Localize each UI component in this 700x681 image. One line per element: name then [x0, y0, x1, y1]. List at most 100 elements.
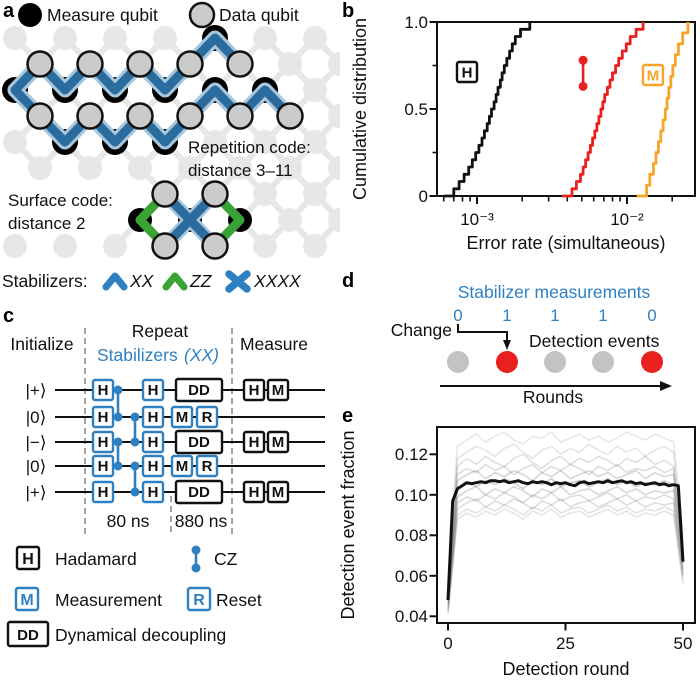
stabilizers-label: Stabilizers:	[2, 271, 88, 291]
round-dot-1-detection	[496, 351, 518, 373]
individual-detection-line	[447, 469, 684, 599]
ytick-0.12: 0.12	[395, 445, 428, 464]
cz-dot-top	[191, 545, 201, 555]
mean-detection-line	[446, 479, 685, 601]
lattice-node	[303, 78, 327, 102]
cdf-curve-m	[636, 22, 690, 198]
xtick-1e-3: 10⁻³	[460, 210, 494, 229]
individual-detection-line	[447, 443, 684, 587]
gate-dd-letter: DD	[188, 382, 210, 399]
gate-m-final-box	[266, 378, 290, 402]
cz-dot	[130, 412, 140, 422]
data-qubit	[201, 232, 229, 260]
cz-dot-bottom	[191, 563, 201, 573]
round-dot-3	[592, 351, 614, 373]
data-qubit	[126, 50, 154, 78]
x-axis-label: Error rate (simultaneous)	[466, 233, 665, 253]
panel-label-b: b	[342, 0, 355, 22]
ytick-0.06: 0.06	[395, 567, 428, 586]
measure-qubit-icon	[18, 3, 42, 27]
data-qubit	[151, 180, 179, 208]
lattice-node	[78, 156, 102, 180]
gate-h-final-letter: H	[249, 484, 260, 501]
lattice-node	[53, 26, 77, 50]
gate-h-letter: H	[148, 458, 159, 475]
gate-dd-letter: DD	[188, 484, 210, 501]
round-dot-2	[544, 351, 566, 373]
section-measure: Measure	[240, 334, 308, 354]
lattice-node	[253, 130, 277, 154]
ytick-0.5: 0.5	[404, 100, 428, 119]
dd-legend-label: Dynamical decoupling	[55, 625, 226, 645]
gate-dd-box	[174, 377, 224, 403]
cdf-curves	[443, 22, 690, 198]
hadamard-legend-letter: H	[22, 551, 34, 568]
section-initialize: Initialize	[10, 334, 73, 354]
cdf-curve-h	[443, 22, 532, 198]
data-qubit	[276, 102, 304, 130]
gate-h-letter: H	[148, 484, 159, 501]
qubit-state-2: |−⟩	[26, 433, 47, 452]
data-qubit	[176, 102, 204, 130]
gate-h-box	[141, 405, 165, 429]
lattice-node	[328, 52, 340, 76]
lattice-node	[53, 234, 77, 258]
repetition-code-label: Repetition code:	[188, 138, 311, 157]
change-bracket	[457, 324, 508, 342]
zz-stabilizer-icon	[162, 272, 188, 291]
individual-detection-line	[447, 498, 684, 611]
xx-stabilizer-icon	[102, 272, 128, 291]
gate-h-box	[91, 405, 115, 429]
panel-d-detection-schematic: Stabilizer measurements 0 1 1 1 0 Change…	[391, 282, 672, 407]
ytick-0.08: 0.08	[395, 526, 428, 545]
gate-h-box	[91, 378, 115, 402]
data-qubit	[26, 102, 54, 130]
gate-h-box	[141, 430, 165, 454]
round-dot-0	[447, 351, 469, 373]
measurement-value-3: 1	[598, 306, 607, 325]
surface-code-patch	[128, 180, 252, 260]
measurement-legend-box	[14, 586, 40, 612]
xtick-1e-2: 10⁻²	[610, 210, 644, 229]
zz-label: ZZ	[189, 271, 213, 291]
lattice-node	[203, 130, 227, 154]
lattice-node	[28, 156, 52, 180]
hadamard-legend-box	[15, 545, 41, 571]
lattice-node	[178, 156, 202, 180]
cz-legend-icon	[191, 545, 201, 573]
panel-c-circuit: Initialize Repeat Stabilizers (XX) Measu…	[6, 321, 325, 648]
gate-h-final-box	[242, 430, 266, 454]
gate-h-letter: H	[98, 382, 109, 399]
panel-label-c: c	[3, 305, 15, 327]
hadamard-legend-label: Hadamard	[55, 549, 137, 569]
section-repeat: Repeat	[132, 321, 189, 341]
panel-label-a: a	[3, 0, 15, 22]
xxxx-label: XXXX	[253, 271, 302, 291]
gate-m-final-letter: M	[272, 382, 285, 399]
gate-h-letter: H	[148, 409, 159, 426]
timing-80ns: 80 ns	[107, 511, 150, 531]
lattice-node	[328, 104, 340, 128]
data-qubit	[26, 50, 54, 78]
measurement-legend-label: Measurement	[55, 590, 162, 610]
gate-m-final-box	[266, 480, 290, 504]
qubit-state-1: |0⟩	[26, 408, 47, 427]
gate-h-letter: H	[98, 458, 109, 475]
lattice-node	[278, 52, 302, 76]
gate-r-box	[195, 454, 219, 478]
gate-h-final-letter: H	[249, 382, 260, 399]
lattice-node	[303, 26, 327, 50]
timing-880ns: 880 ns	[175, 511, 228, 531]
data-qubit	[76, 102, 104, 130]
xxxx-stabilizer-icon	[225, 270, 251, 293]
panel-label-d: d	[342, 270, 355, 292]
cz-dot	[113, 412, 123, 422]
data-qubit	[226, 102, 254, 130]
gate-m-letter: M	[176, 458, 189, 475]
lattice-node	[303, 182, 327, 206]
cz-dot	[130, 461, 140, 471]
gate-r-box	[195, 405, 219, 429]
ytick-1.0: 1.0	[404, 13, 428, 32]
gate-h-box	[91, 430, 115, 454]
